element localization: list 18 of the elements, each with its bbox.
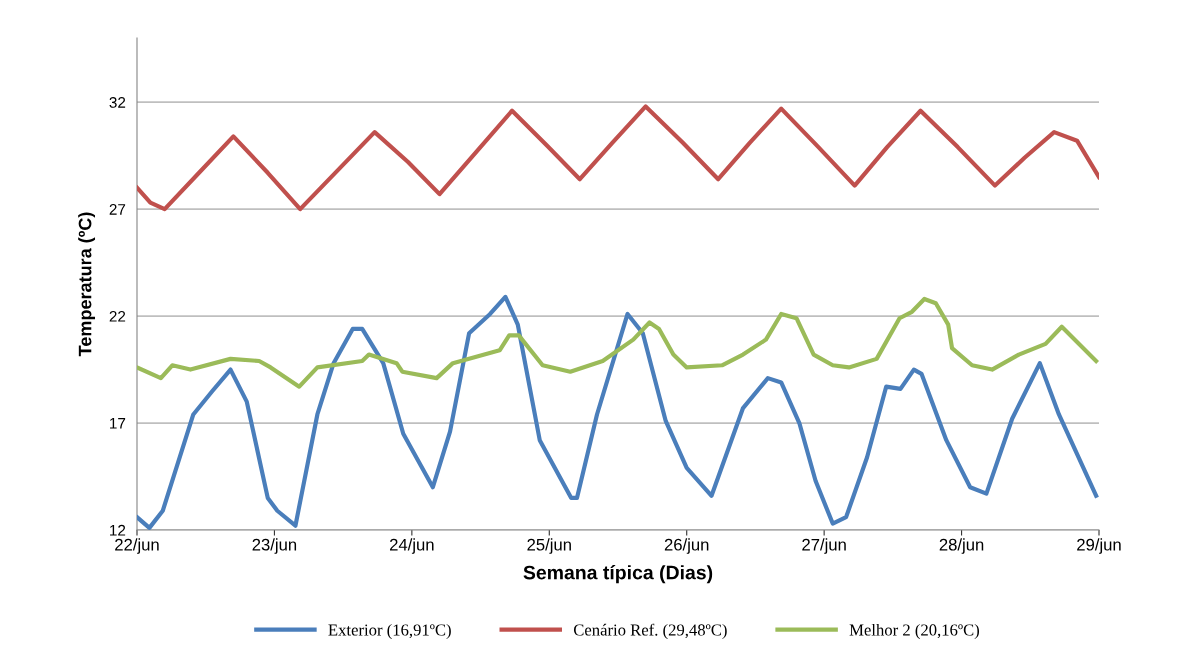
x-tick-label: 26/jun <box>664 538 709 554</box>
y-tick-label: 17 <box>110 418 126 429</box>
x-tick-label: 29/jun <box>1077 538 1121 554</box>
x-tick-label: 23/jun <box>252 538 297 554</box>
y-tick-label: 22 <box>109 310 126 322</box>
x-tick-label: 22/jun <box>115 538 159 554</box>
y-tick-label: 12 <box>110 524 126 536</box>
legend-label: Cenário Ref. (29,48ºC) <box>573 623 727 639</box>
y-axis-title: Temperatura (ºC) <box>78 212 96 357</box>
x-tick-label: 24/jun <box>389 538 434 554</box>
legend-label: Melhor 2 (20,16ºC) <box>849 623 980 639</box>
x-tick-label: 28/jun <box>939 538 984 554</box>
x-axis-title: Semana típica (Dias) <box>523 564 713 584</box>
x-tick-label: 27/jun <box>802 538 846 554</box>
y-tick-label: 32 <box>109 97 126 108</box>
y-tick-label: 27 <box>109 204 126 215</box>
legend-label: Exterior (16,91ºC) <box>328 623 451 639</box>
x-tick-label: 25/jun <box>527 538 571 554</box>
